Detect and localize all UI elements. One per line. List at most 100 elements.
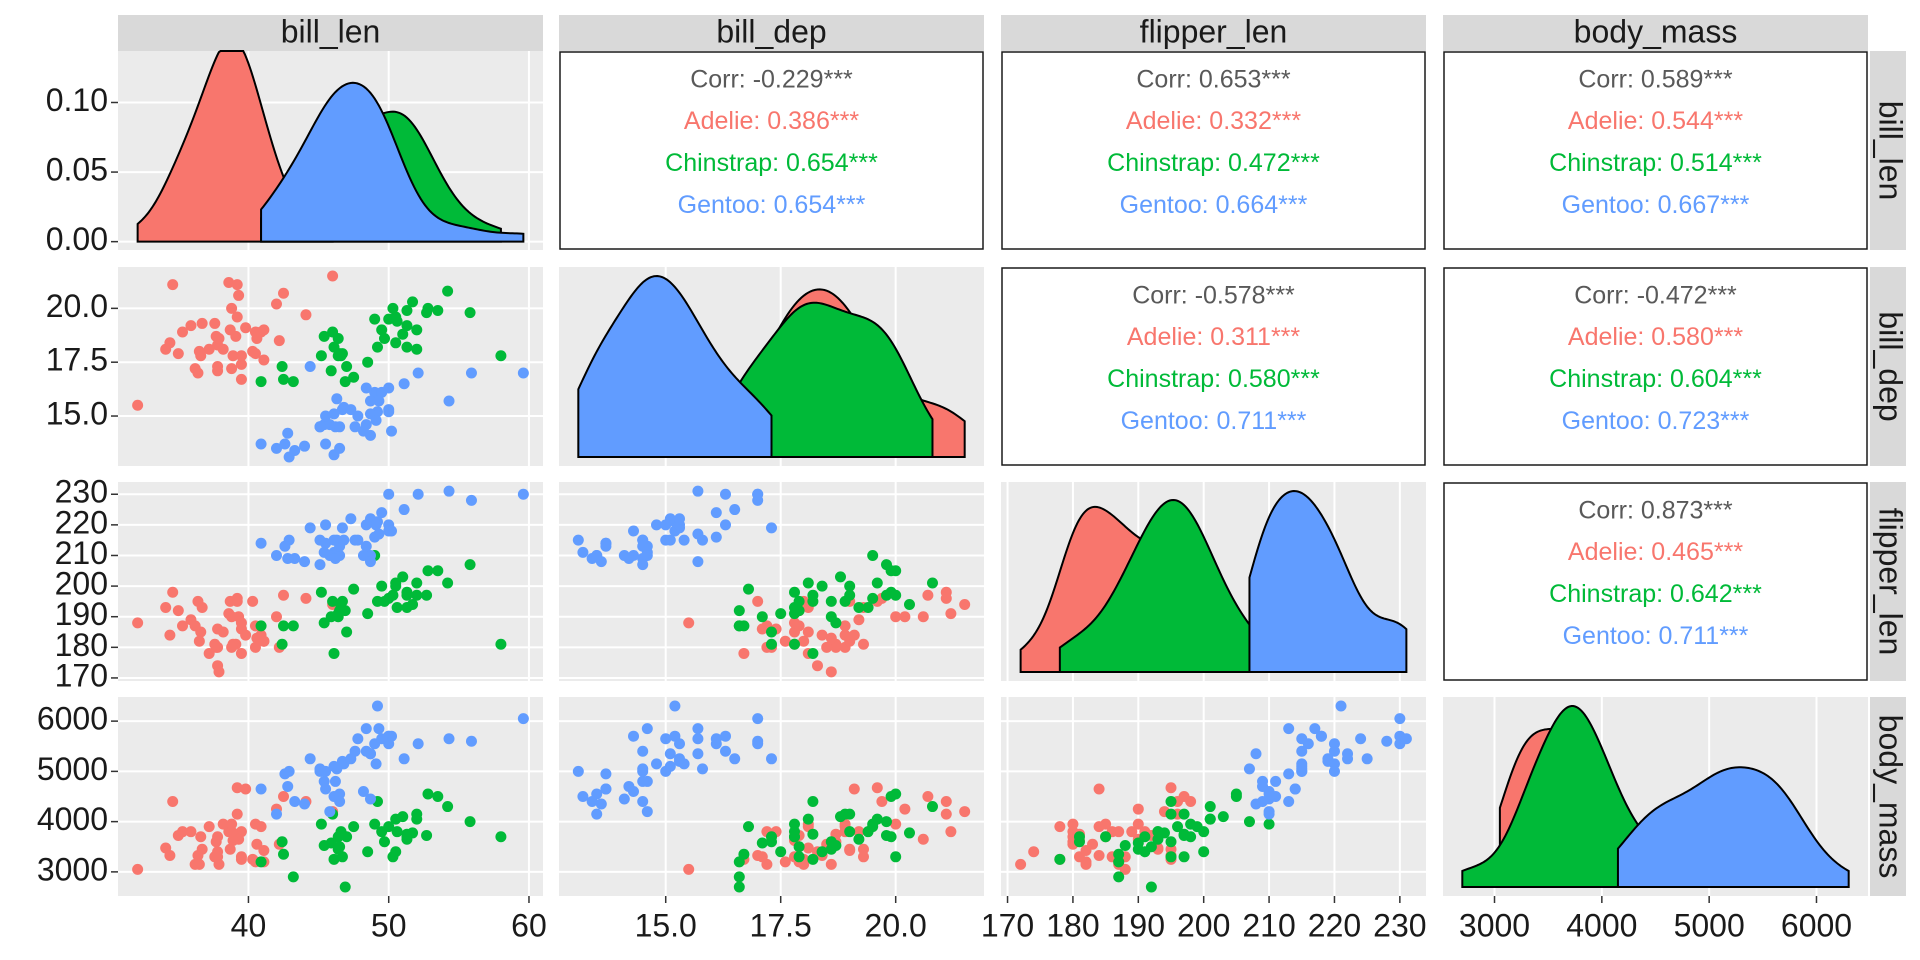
scatter-point (362, 846, 374, 858)
scatter-point (816, 580, 828, 592)
scatter-point (1198, 846, 1210, 858)
scatter-point (235, 350, 247, 362)
scatter-point (495, 638, 507, 650)
scatter-point (227, 350, 239, 362)
y-tick-label: 190 (55, 596, 108, 632)
scatter-point (766, 753, 777, 765)
scatter-point (231, 808, 243, 820)
y-tick-label: 0.00 (46, 221, 108, 257)
scatter-point (391, 315, 403, 327)
y-tick-label: 210 (55, 535, 108, 571)
scatter-point (364, 395, 376, 407)
density-area (1461, 705, 1662, 888)
scatter-point (720, 488, 732, 500)
scatter-point (369, 818, 381, 830)
scatter-point (376, 324, 388, 336)
scatter-point (756, 611, 768, 623)
scatter-point (940, 592, 952, 604)
scatter-point (398, 504, 410, 516)
scatter-point (899, 803, 911, 815)
scatter-point (710, 531, 722, 543)
scatter-point (407, 827, 419, 839)
scatter-point (752, 488, 764, 500)
scatter-point (692, 556, 704, 568)
scatter-point (233, 289, 245, 301)
scatter-point (802, 813, 814, 825)
column-strip (1443, 15, 1868, 51)
density-area (738, 301, 934, 458)
scatter-point (1152, 826, 1164, 838)
scatter-point (926, 577, 938, 589)
scatter-point (1204, 801, 1216, 813)
scatter-point (1028, 846, 1040, 858)
scatter-point (270, 298, 282, 310)
scatter-point (839, 620, 851, 632)
scatter-point (1400, 733, 1412, 745)
scatter-point (1139, 831, 1151, 843)
scatter-point (885, 791, 897, 802)
scatter-point (1113, 848, 1125, 860)
scatter-point (577, 546, 589, 558)
scatter-point (185, 826, 197, 838)
scatter-point (352, 534, 364, 546)
correlation-group: Gentoo: 0.654*** (678, 191, 866, 219)
y-tick-label: 20.0 (46, 288, 108, 324)
scatter-point (336, 595, 348, 607)
scatter-point (348, 583, 360, 595)
scatter-point (332, 350, 344, 362)
column-strip (118, 15, 543, 51)
scatter-point (465, 735, 477, 747)
x-tick-label: 20.0 (865, 907, 927, 943)
scatter-point (352, 733, 364, 745)
scatter-point (1113, 856, 1125, 868)
scatter-point (336, 522, 348, 534)
scatter-point (276, 361, 288, 372)
scatter-point (1126, 826, 1138, 838)
scatter-point (328, 341, 340, 353)
scatter-point (885, 831, 897, 843)
scatter-point (249, 348, 261, 360)
scatter-point (743, 821, 755, 833)
scatter-point (443, 733, 455, 745)
scatter-point (231, 311, 243, 323)
scatter-point (807, 647, 819, 659)
scatter-point (876, 796, 888, 808)
scatter-point (167, 586, 179, 598)
scatter-point (517, 367, 529, 379)
scatter-point (255, 537, 267, 549)
scatter-point (132, 399, 144, 411)
scatter-point (1335, 700, 1347, 712)
scatter-point (572, 534, 584, 546)
scatter-point (255, 821, 267, 833)
scatter-point (209, 851, 221, 863)
scatter-point (729, 504, 741, 516)
scatter-point (1361, 753, 1373, 765)
scatter-point (299, 798, 311, 810)
scatter-point (283, 451, 295, 463)
scatter-point (383, 404, 395, 416)
scatter-point (844, 826, 856, 838)
scatter-point (132, 863, 144, 875)
scatter-point (830, 641, 842, 653)
column-strip (559, 15, 984, 51)
panel-background (1001, 697, 1426, 896)
scatter-point (871, 577, 883, 589)
correlation-group: Chinstrap: 0.472*** (1107, 149, 1320, 177)
scatter-point (357, 785, 369, 797)
scatter-point (917, 833, 929, 845)
row-strip (1870, 267, 1906, 466)
scatter-point (407, 598, 419, 610)
y-tick-label: 220 (55, 504, 108, 540)
scatter-point (720, 745, 732, 757)
scatter-point (1257, 780, 1269, 792)
scatter-point (1250, 748, 1262, 760)
scatter-point (752, 595, 764, 607)
x-tick-label: 4000 (1566, 907, 1637, 943)
scatter-point (637, 540, 649, 552)
scatter-point (282, 427, 294, 439)
scatter-point (270, 442, 282, 454)
scatter-point (217, 818, 229, 830)
scatter-point (926, 801, 938, 813)
scatter-point (379, 595, 391, 607)
scatter-point (273, 335, 285, 347)
